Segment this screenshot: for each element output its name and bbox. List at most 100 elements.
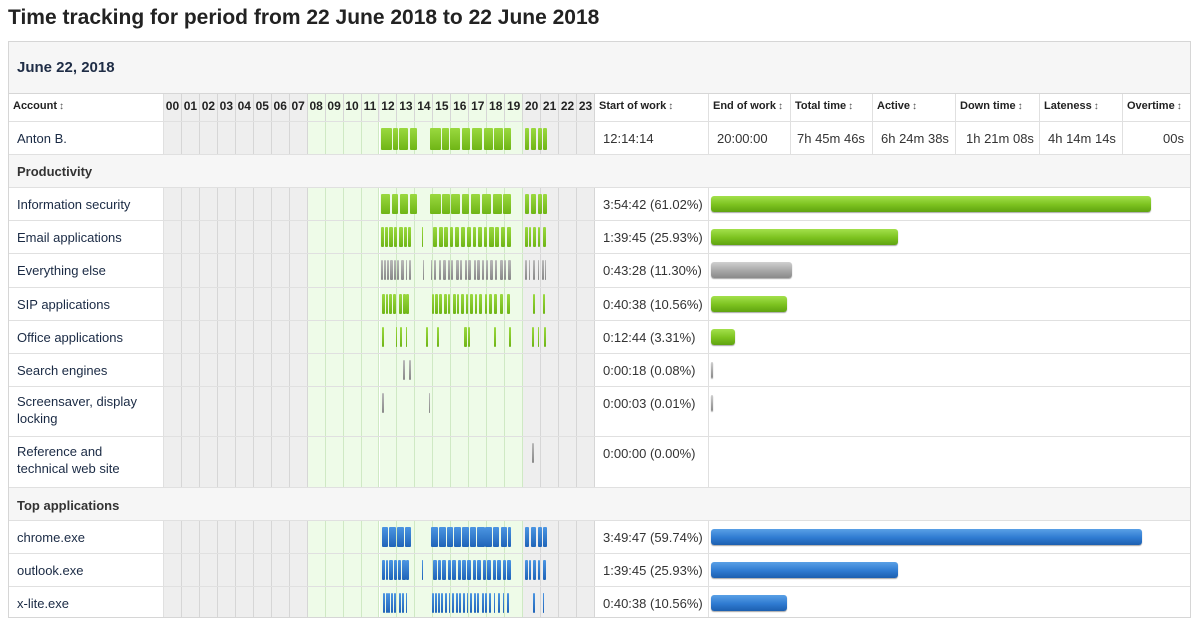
- hour-band: [181, 437, 200, 487]
- activity-segment: [542, 128, 548, 150]
- activity-segment: [404, 527, 411, 547]
- app-row[interactable]: chrome.exe 3:49:47 (59.74%): [9, 521, 1190, 554]
- hour-band: [289, 587, 308, 617]
- productivity-share-bar: [711, 395, 713, 411]
- account-column-header[interactable]: Account ↕: [9, 94, 164, 121]
- activity-segment: [472, 560, 477, 580]
- activity-segment: [381, 194, 391, 214]
- hour-band: [415, 321, 434, 353]
- activity-segment: [401, 260, 404, 280]
- productivity-row[interactable]: Search engines 0:00:18 (0.08%): [9, 354, 1190, 387]
- activity-segment: [389, 294, 393, 314]
- activity-segment: [524, 227, 528, 247]
- productivity-timeline: [164, 221, 595, 253]
- hour-header-17: 17: [469, 94, 488, 121]
- activity-segment: [477, 560, 481, 580]
- hour-band: [164, 188, 182, 220]
- activity-segment: [542, 227, 547, 247]
- app-row[interactable]: x-lite.exe 0:40:38 (10.56%): [9, 587, 1190, 617]
- hour-band: [415, 288, 434, 320]
- down-column-header[interactable]: Down time ↕: [956, 94, 1040, 121]
- activity-segment: [442, 194, 450, 214]
- hour-band: [253, 437, 272, 487]
- active-header-label: Active: [877, 100, 911, 112]
- activity-segment: [493, 128, 504, 150]
- hour-band: [307, 254, 326, 287]
- productivity-row[interactable]: Everything else 0:43:28 (11.30%): [9, 254, 1190, 288]
- hour-band: [541, 288, 560, 320]
- activity-segment: [471, 194, 481, 214]
- hours-header: 00 01 02 03 04 05 06 07 08 09 10 11 12 13 14 15 16 17 18 19…: [164, 94, 595, 121]
- activity-segment: [533, 227, 536, 247]
- productivity-row[interactable]: Information security 3:54:42 (61.02%): [9, 188, 1190, 221]
- activity-segment: [507, 560, 511, 580]
- hour-band: [235, 521, 254, 553]
- hour-band: [253, 221, 272, 253]
- activity-segment: [441, 593, 444, 613]
- productivity-row[interactable]: Office applications 0:12:44 (3.31%): [9, 321, 1190, 354]
- productivity-row[interactable]: SIP applications 0:40:38 (10.56%): [9, 288, 1190, 321]
- activity-segment: [438, 227, 444, 247]
- top-apps-section-header: Top applications: [9, 488, 1190, 521]
- activity-segment: [401, 593, 404, 613]
- employee-row[interactable]: Anton B. 12:14:14 20:00:00 7h 45m 46s 6h…: [9, 122, 1190, 155]
- down-value: 1h 21m 08s: [966, 131, 1034, 146]
- overtime-column-header[interactable]: Overtime ↕: [1123, 94, 1190, 121]
- hour-band: [541, 354, 560, 386]
- hour-header-13: 13: [397, 94, 416, 121]
- productivity-row[interactable]: Email applications 1:39:45 (25.93%): [9, 221, 1190, 254]
- activity-segment: [493, 593, 496, 613]
- hour-band: [451, 354, 470, 386]
- hour-band: [181, 122, 200, 154]
- productivity-timeline: [164, 387, 595, 436]
- activity-segment: [531, 194, 536, 214]
- activity-segment: [454, 527, 462, 547]
- hour-band: [505, 437, 524, 487]
- productivity-share-bar: [711, 362, 713, 378]
- productivity-name: Reference and technical web site: [17, 444, 120, 476]
- activity-segment: [461, 294, 464, 314]
- activity-segment: [528, 260, 531, 280]
- hour-band: [559, 321, 578, 353]
- down-cell: 1h 21m 08s: [956, 122, 1040, 154]
- start-value: 12:14:14: [603, 131, 654, 146]
- hour-band: [397, 354, 416, 386]
- activity-segment: [451, 194, 461, 214]
- end-column-header[interactable]: End of work ↕: [709, 94, 791, 121]
- hour-band: [289, 554, 308, 586]
- activity-segment: [431, 294, 435, 314]
- hour-band: [577, 554, 595, 586]
- hour-band: [307, 521, 326, 553]
- hour-band: [325, 354, 344, 386]
- hour-band: [343, 387, 362, 436]
- hour-band: [541, 254, 560, 287]
- activity-segment: [444, 227, 448, 247]
- start-column-header[interactable]: Start of work ↕: [595, 94, 709, 121]
- hour-band: [469, 387, 488, 436]
- lateness-column-header[interactable]: Lateness ↕: [1040, 94, 1123, 121]
- hour-header-01: 01: [181, 94, 200, 121]
- activity-segment: [470, 294, 473, 314]
- activity-segment: [398, 560, 402, 580]
- activity-segment: [507, 260, 511, 280]
- hour-band: [541, 321, 560, 353]
- activity-segment: [382, 527, 389, 547]
- activity-segment: [438, 527, 446, 547]
- productivity-row[interactable]: Screensaver, display locking 0:00:03 (0.0…: [9, 387, 1190, 437]
- activity-segment: [381, 128, 393, 150]
- app-timeline: [164, 554, 595, 586]
- total-column-header[interactable]: Total time ↕: [791, 94, 873, 121]
- hour-band: [271, 254, 290, 287]
- total-header-label: Total time: [795, 100, 847, 112]
- activity-segment: [492, 560, 497, 580]
- hour-band: [523, 288, 542, 320]
- productivity-row[interactable]: Reference and technical web site 0:00:00 …: [9, 437, 1190, 488]
- activity-segment: [462, 560, 466, 580]
- hour-band: [271, 188, 290, 220]
- active-column-header[interactable]: Active ↕: [873, 94, 956, 121]
- activity-segment: [402, 294, 406, 314]
- hour-band: [289, 288, 308, 320]
- hour-band: [415, 437, 434, 487]
- hour-band: [379, 387, 398, 436]
- app-row[interactable]: outlook.exe 1:39:45 (25.93%): [9, 554, 1190, 587]
